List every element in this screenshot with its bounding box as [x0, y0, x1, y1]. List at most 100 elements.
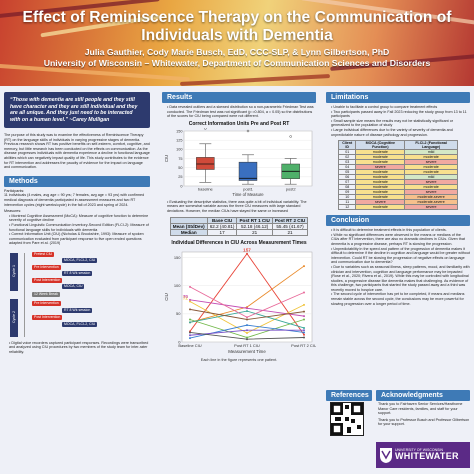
series-point [189, 307, 191, 310]
cycle-1-label: Cycle 1 [12, 264, 16, 277]
series-point [246, 328, 248, 331]
series-point [303, 333, 305, 336]
series-point [189, 298, 191, 301]
x-tick-label: Post RT 1 CIU [234, 343, 260, 348]
series-point [246, 336, 248, 339]
measure-flci: Functional Linguistic Communication Inve… [9, 222, 149, 232]
results-bullet-text: Data revealed outliers and a skewed dist… [167, 105, 314, 119]
poster-body: “Those with dementia are still people an… [0, 86, 474, 474]
series-point [246, 323, 248, 326]
measure-item: • Montreal Cognitive Assessment (MoCA): … [9, 213, 149, 223]
methods-heading: Methods [4, 175, 150, 187]
column-center: Results • Data revealed outliers and a s… [162, 92, 316, 470]
x-axis-label: Time of Measure [232, 192, 264, 197]
series-point [189, 300, 191, 303]
box-outlier [204, 127, 207, 130]
logo-wordmark: UNIVERSITY OF WISCONSIN WHITEWATER [395, 447, 459, 462]
stats-cell: 62.2 (40.81) [206, 222, 238, 230]
series-point [303, 291, 305, 294]
line-chart-title: Individual Differences in CIU Across Mea… [171, 239, 307, 246]
series-point [303, 264, 305, 267]
severity-row: 12 moderate severe [337, 204, 458, 211]
y-tick-label: 100 [174, 283, 181, 288]
flow-box-break: 12 Week Break [32, 291, 60, 297]
flow-box-moca-flci-ciu: MOCA, FLCI-2, CIU [62, 321, 98, 327]
methods-note: Digital voice recorders captured partici… [9, 340, 149, 355]
series-point [303, 318, 305, 321]
flow-box-pretest: Pretest CIU [32, 251, 55, 257]
results-bullet: • Data revealed outliers and a skewed di… [167, 105, 314, 119]
data-label: 157 [243, 247, 251, 252]
limitation-item: • Two participants passed away in Fall 2… [331, 109, 467, 119]
series-point [246, 309, 248, 312]
acknowledgment-item: Thank you to Professor Busch and Profess… [378, 417, 470, 427]
stats-header: Post RT 1 CIU [236, 216, 273, 224]
references-qr-code[interactable] [330, 402, 364, 436]
limitation-text: Two participants passed away in Fall 202… [331, 109, 467, 119]
series-point [246, 315, 248, 318]
x-tick-label: baseline [198, 186, 214, 191]
acknowledgments-heading: Acknowledgments [376, 390, 470, 401]
conclusion-heading: Conclusion [326, 215, 470, 227]
plot-area [181, 251, 313, 342]
participants-text: 11 individuals (4 males, avg age = 90 yr… [4, 193, 145, 207]
methods-note-item: • Digital voice recorders captured parti… [9, 340, 149, 355]
descriptive-bullet: • Evaluating the descriptive statistics,… [167, 199, 307, 213]
conclusion-text: Due to variables such as seasonal illnes… [331, 264, 470, 292]
y-tick-label: 0 [180, 184, 182, 188]
logo-small-text: UNIVERSITY OF WISCONSIN [395, 447, 443, 452]
stats-header: Post RT 2 CIU [271, 216, 309, 224]
y-tick-label: 125 [176, 138, 182, 142]
severity-table: Client ID MOCA (Cognitive Function) FLCI… [337, 140, 458, 211]
severity-cell: moderate [355, 204, 406, 211]
y-tick-label: 50 [178, 166, 182, 170]
y-axis-label: CIU [164, 155, 169, 162]
conclusion-item: • Due to variables such as seasonal illn… [331, 264, 470, 292]
limitation-item: • Unable to facilitate a control group t… [331, 105, 438, 109]
university-seal-icon [380, 448, 392, 463]
series-point [189, 336, 191, 339]
data-label: 72 [183, 295, 189, 300]
conclusion-item: • It is difficult to determine treatment… [331, 228, 447, 233]
series-point [303, 336, 305, 339]
flow-line [24, 252, 25, 337]
box-post1 [238, 161, 258, 181]
conclusion-text: The second cycle of intervention has yet… [331, 292, 465, 306]
limitations-heading: Limitations [326, 92, 470, 103]
acknowledgments-list: Thank you to Fairhaven Senior Services/H… [378, 402, 470, 427]
column-left: “Those with dementia are still people an… [4, 92, 150, 470]
x-tick-label: post1 [243, 186, 254, 191]
x-tick-label: Post RT 2 CIU [291, 343, 316, 348]
flow-box-pre-intervention: Pre Intervention [32, 264, 61, 270]
severity-header-row: Client ID MOCA (Cognitive Function) FLCI… [337, 140, 458, 151]
author-list: Julia Gauthier, Cody Marie Busch, EdD, C… [84, 47, 390, 57]
acknowledgment-item: Thank you to Fairhaven Senior Services/H… [378, 402, 463, 416]
stats-cell: 52.18 (46.12) [236, 222, 273, 230]
y-tick-label: 75 [178, 157, 182, 161]
cycle-2-label: Cycle 2 [12, 310, 16, 323]
box-baseline [196, 156, 215, 170]
measure-ciu: Correct Information Unit (CIU) (Nicholas… [9, 232, 144, 246]
series-point [246, 252, 248, 255]
x-axis-label: Measurement Time [228, 349, 266, 354]
severity-header: FLCI-2 (Functional Language) [404, 140, 458, 151]
series-point [303, 326, 305, 329]
limitation-item: • Large individual differences due to th… [331, 127, 453, 137]
conclusion-text: Unpredictability in the speed and patter… [331, 246, 470, 265]
descriptive-bullet-text: Evaluating the descriptive statistics, t… [167, 199, 307, 213]
series-point [246, 318, 248, 321]
logo-big-text: WHITEWATER [395, 451, 459, 462]
conclusion-list: • It is difficult to determine treatment… [326, 228, 470, 306]
severity-header: Client ID [337, 140, 357, 151]
limitation-text: Unable to facilitate a control group to … [333, 105, 438, 109]
results-text: • Data revealed outliers and a skewed di… [162, 105, 316, 119]
flow-box-rt-session-2: RT 8 Wk session [62, 307, 93, 313]
descriptive-text: • Evaluating the descriptive statistics,… [162, 200, 316, 214]
conclusion-item: • The second cycle of intervention has y… [331, 292, 465, 306]
y-axis-label: CIU [164, 293, 169, 301]
methods-participants: Participants: 11 individuals (4 males, a… [4, 189, 150, 246]
flow-box-rt-session: RT 8 Wk session [62, 270, 93, 276]
stats-row-label: Median [169, 228, 208, 236]
